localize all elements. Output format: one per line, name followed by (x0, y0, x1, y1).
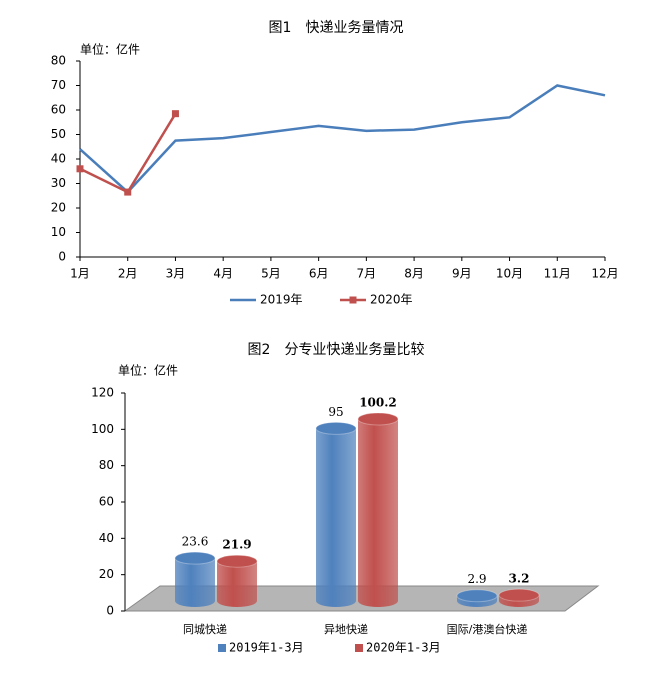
x-tick-label: 异地快递 (324, 622, 368, 636)
legend-label: 2019年 (260, 293, 303, 307)
legend-label: 2019年1-3月 (229, 641, 304, 655)
data-label: 3.2 (509, 572, 530, 586)
legend-label: 2020年 (370, 293, 413, 307)
x-tick-label: 1月 (70, 267, 90, 281)
y-tick-label: 10 (51, 225, 66, 239)
bar-top (315, 421, 357, 435)
bar (358, 418, 398, 607)
bar-top (174, 551, 216, 565)
x-tick-label: 2月 (118, 267, 138, 281)
x-tick-label: 6月 (309, 267, 329, 281)
y-tick-label: 70 (51, 78, 66, 92)
bar-top (456, 589, 498, 603)
y-tick-label: 20 (51, 201, 66, 215)
data-label: 95 (328, 405, 343, 419)
y-tick-label: 50 (51, 127, 66, 141)
x-tick-label: 11月 (544, 267, 571, 281)
bar (217, 561, 257, 607)
y-tick-label: 100 (91, 422, 114, 436)
y-tick-label: 0 (106, 604, 114, 618)
x-tick-label: 5月 (261, 267, 281, 281)
y-tick-label: 120 (91, 386, 114, 400)
bar (316, 428, 356, 607)
bar-top (216, 554, 258, 568)
y-tick-label: 60 (99, 495, 114, 509)
legend-marker (349, 296, 357, 304)
bar-top (498, 588, 540, 602)
x-tick-label: 同城快递 (183, 622, 227, 636)
chart-title: 图1 快递业务量情况 (269, 20, 404, 36)
chart-title: 图2 分专业快递业务量比较 (248, 342, 425, 358)
legend-swatch (355, 644, 363, 652)
x-tick-label: 9月 (452, 267, 472, 281)
y-tick-label: 40 (51, 152, 66, 166)
point-marker (76, 165, 84, 173)
unit-label: 单位：亿件 (118, 363, 178, 378)
x-tick-label: 7月 (357, 267, 377, 281)
data-label: 2.9 (467, 572, 486, 586)
bar (175, 558, 215, 607)
y-tick-label: 20 (99, 567, 114, 581)
data-label: 100.2 (359, 395, 397, 409)
y-tick-label: 30 (51, 176, 66, 190)
point-marker (124, 188, 132, 196)
y-tick-label: 80 (99, 458, 114, 472)
legend-label: 2020年1-3月 (366, 641, 441, 655)
data-label: 21.9 (222, 538, 251, 552)
x-tick-label: 8月 (404, 267, 424, 281)
x-tick-label: 4月 (213, 267, 233, 281)
point-marker (171, 110, 179, 118)
series-line (79, 84, 606, 194)
bar-top (357, 412, 399, 426)
x-tick-label: 12月 (591, 267, 618, 281)
y-tick-label: 0 (58, 250, 66, 264)
x-tick-label: 3月 (166, 267, 186, 281)
data-label: 23.6 (182, 535, 209, 549)
y-tick-label: 40 (99, 531, 114, 545)
y-tick-label: 80 (51, 54, 66, 68)
legend-swatch (218, 644, 226, 652)
series-line (79, 113, 177, 194)
x-tick-label: 国际/港澳台快递 (447, 622, 528, 636)
x-tick-label: 10月 (496, 267, 523, 281)
y-tick-label: 60 (51, 103, 66, 117)
unit-label: 单位：亿件 (80, 42, 140, 57)
